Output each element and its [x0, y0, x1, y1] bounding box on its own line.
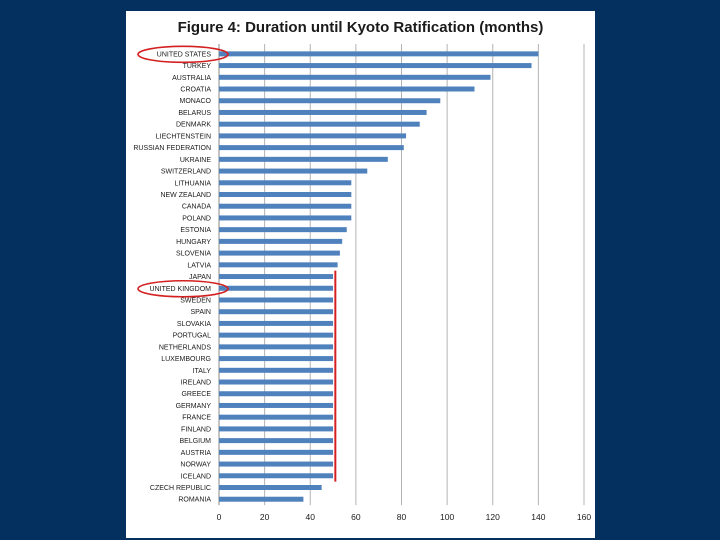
category-label: AUSTRIA: [181, 450, 212, 457]
bar: [219, 320, 334, 326]
annotations: [137, 45, 337, 482]
bar: [219, 156, 388, 162]
bar: [219, 74, 491, 80]
category-labels: UNITED STATES TURKEY AUSTRALIA CROATIA MONAC…: [133, 51, 211, 503]
category-label: NORWAY: [180, 462, 211, 469]
bar-chart: Figure 4: Duration until Kyoto Ratificat…: [133, 19, 592, 522]
bar: [219, 63, 532, 69]
bar: [219, 51, 539, 57]
bar: [219, 121, 420, 127]
bar: [219, 461, 334, 467]
x-tick-label: 40: [306, 512, 316, 522]
category-label: UNITED KINGDOM: [150, 286, 212, 293]
bars: [219, 51, 539, 502]
category-label: SLOVAKIA: [177, 321, 211, 328]
bar: [219, 133, 407, 139]
bar: [219, 496, 304, 502]
category-label: AUSTRALIA: [172, 75, 211, 82]
bar: [219, 473, 334, 479]
category-label: LIECHTENSTEIN: [156, 133, 211, 140]
bar: [219, 391, 334, 397]
x-tick-label: 160: [577, 512, 591, 522]
bar: [219, 98, 441, 104]
category-label: BELGIUM: [179, 438, 211, 445]
x-tick-label: 80: [397, 512, 407, 522]
category-label: RUSSIAN FEDERATION: [133, 145, 211, 152]
bar: [219, 285, 334, 291]
bar: [219, 356, 334, 362]
category-label: LITHUANIA: [174, 180, 211, 187]
category-label: MONACO: [180, 98, 212, 105]
highlight-ellipse: [137, 45, 229, 64]
category-label: UKRAINE: [180, 157, 211, 164]
bar: [219, 145, 404, 151]
bar: [219, 332, 334, 338]
category-label: CANADA: [182, 204, 212, 211]
category-label: ICELAND: [181, 473, 211, 480]
category-label: ROMANIA: [178, 497, 211, 504]
bar: [219, 426, 334, 432]
highlight-ellipse: [137, 279, 229, 298]
bar: [219, 309, 334, 315]
x-axis-ticks: 0 20 40 60 80 100 120 140 160: [217, 512, 592, 522]
bar: [219, 86, 475, 92]
category-label: JAPAN: [189, 274, 211, 281]
category-label: ITALY: [193, 368, 212, 375]
x-tick-label: 140: [531, 512, 545, 522]
bar: [219, 379, 334, 385]
bar: [219, 227, 347, 233]
category-label: NETHERLANDS: [159, 344, 211, 351]
bar: [219, 485, 322, 490]
category-label: NEW ZEALAND: [160, 192, 211, 199]
category-label: TURKEY: [183, 63, 212, 70]
bar: [219, 449, 334, 455]
bar: [219, 238, 343, 244]
category-label: DENMARK: [176, 122, 211, 129]
bar: [219, 367, 334, 373]
bar: [219, 274, 334, 280]
bar: [219, 344, 334, 350]
category-label: SWITZERLAND: [161, 169, 211, 176]
category-label: GREECE: [181, 391, 211, 398]
x-tick-label: 20: [260, 512, 270, 522]
category-label: SLOVENIA: [176, 251, 211, 258]
category-label: BELARUS: [178, 110, 211, 117]
category-label: POLAND: [182, 215, 211, 222]
category-label: LUXEMBOURG: [161, 356, 211, 363]
bar: [219, 402, 334, 408]
category-label: FINLAND: [181, 426, 211, 433]
category-label: SWEDEN: [180, 297, 211, 304]
category-label: CROATIA: [180, 87, 211, 94]
category-label: LATVIA: [187, 262, 211, 269]
bar: [219, 192, 352, 197]
category-label: IRELAND: [181, 380, 211, 387]
x-tick-label: 100: [440, 512, 454, 522]
chart-panel: Figure 4: Duration until Kyoto Ratificat…: [126, 11, 595, 538]
bar: [219, 438, 334, 444]
category-label: SPAIN: [191, 309, 212, 316]
category-label: FRANCE: [182, 415, 211, 422]
category-label: CZECH REPUBLIC: [150, 485, 211, 492]
bar: [219, 203, 352, 209]
bar: [219, 250, 340, 256]
bar: [219, 414, 334, 420]
bar: [219, 168, 368, 174]
bar: [219, 109, 427, 115]
bar: [219, 262, 338, 268]
x-tick-label: 120: [486, 512, 500, 522]
bar: [219, 297, 334, 303]
category-label: PORTUGAL: [173, 333, 211, 340]
category-label: GERMANY: [176, 403, 212, 410]
chart-title: Figure 4: Duration until Kyoto Ratificat…: [178, 19, 544, 36]
bar: [219, 215, 352, 221]
category-label: HUNGARY: [176, 239, 211, 246]
category-label: ESTONIA: [180, 227, 211, 234]
x-tick-label: 60: [351, 512, 361, 522]
category-label: UNITED STATES: [157, 51, 212, 58]
bar: [219, 180, 352, 186]
x-tick-label: 0: [217, 512, 222, 522]
